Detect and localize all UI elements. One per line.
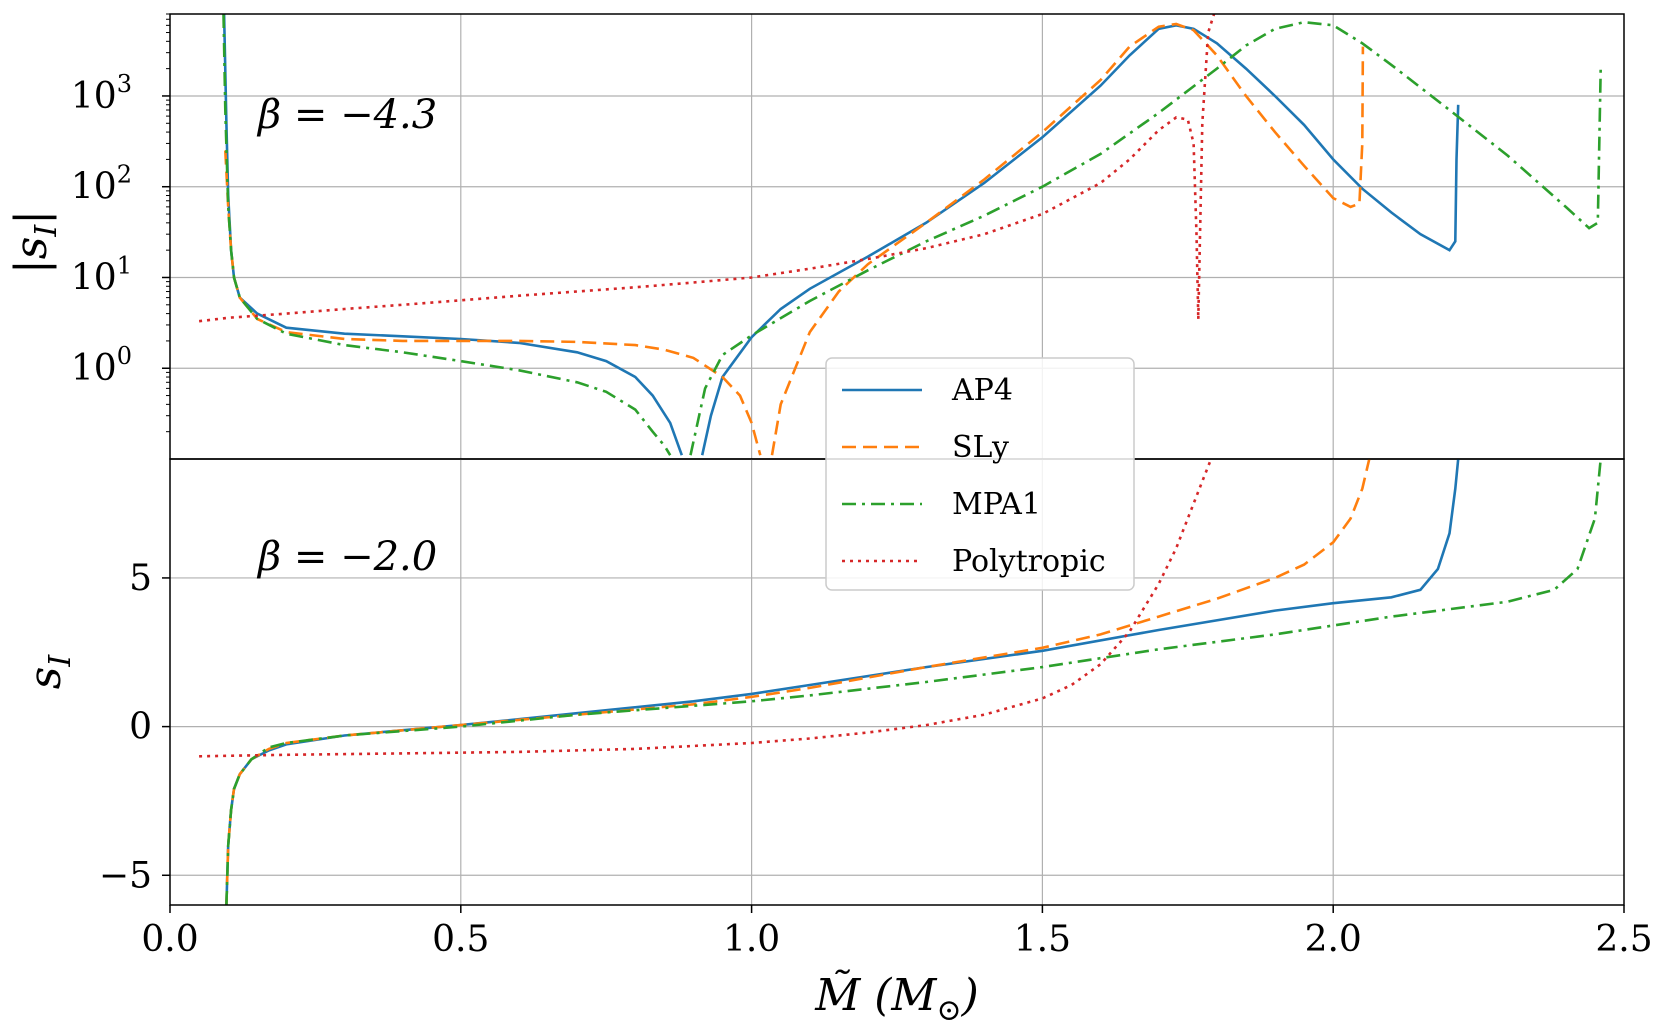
top-y-tick-label: 102 (71, 161, 132, 208)
x-axis-title: M̃ (M⊙) (814, 968, 979, 1028)
legend-entries: AP4 SLy MPA1 Polytropic (842, 373, 1106, 579)
legend-box (825, 357, 1135, 591)
bottom-y-tick-label: 5 (129, 558, 152, 599)
x-tick-label: 0.5 (432, 919, 489, 960)
legend-label-ap4: AP4 (951, 373, 1013, 408)
bottom-y-tick-label: 0 (129, 707, 152, 748)
top-yticks: 100 101 102 103 (71, 13, 170, 433)
top-series-polytropic (1197, 14, 1216, 319)
top-series-ap4 (222, 14, 684, 456)
top-y-tick-label: 100 (71, 342, 132, 389)
top-series-sly (224, 150, 762, 456)
top-panel: 100 101 102 103 β = −4.3 |sI| (6, 13, 1625, 460)
top-series-mpa1 (222, 14, 672, 456)
x-tick-label: 1.5 (1014, 919, 1071, 960)
bottom-series (199, 459, 1602, 905)
top-series-polytropic (198, 116, 1200, 323)
legend-label-polytropic: Polytropic (952, 544, 1106, 579)
x-axis-ticks: 0.0 0.5 1.0 1.5 2.0 2.5 (141, 905, 1653, 960)
top-series-mpa1 (689, 20, 1602, 456)
legend: AP4 SLy MPA1 Polytropic (825, 357, 1135, 591)
legend-label-mpa1: MPA1 (952, 487, 1041, 522)
bottom-yticks: −5 0 5 (99, 558, 170, 896)
legend-label-sly: SLy (952, 430, 1009, 465)
bottom-y-tick-label: −5 (99, 855, 152, 896)
x-tick-label: 1.0 (723, 919, 780, 960)
top-annotation: β = −4.3 (256, 92, 437, 138)
x-tick-label: 0.0 (141, 919, 198, 960)
top-y-tick-label: 101 (71, 251, 132, 298)
top-y-tick-label: 103 (71, 70, 132, 117)
top-series-sly (770, 22, 1365, 456)
bottom-y-axis-title: sI (20, 654, 78, 690)
bottom-series-sly (225, 459, 1371, 905)
top-y-axis-title: |sI| (6, 210, 64, 274)
bottom-annotation: β = −2.0 (256, 534, 437, 580)
x-tick-label: 2.0 (1305, 919, 1362, 960)
x-tick-label: 2.5 (1595, 919, 1652, 960)
top-series (198, 14, 1602, 456)
